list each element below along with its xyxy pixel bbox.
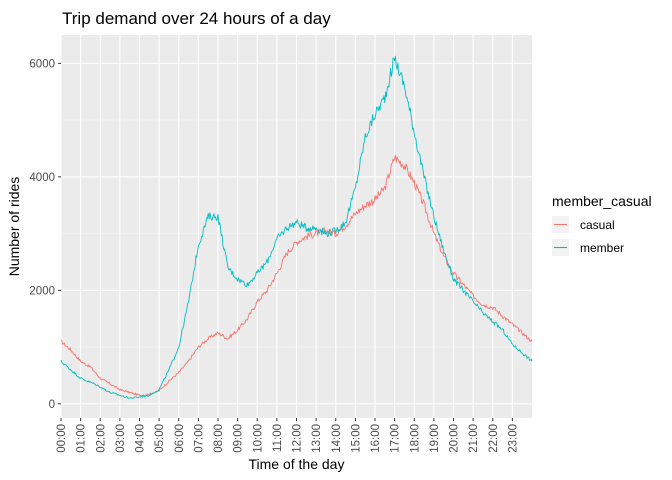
x-tick-label: 22:00: [488, 424, 500, 453]
y-tick-label: 0: [49, 399, 55, 411]
x-tick-label: 11:00: [272, 424, 284, 452]
x-tick-label: 14:00: [331, 424, 343, 453]
x-tick-label: 19:00: [429, 424, 441, 453]
y-tick-label: 4000: [29, 172, 55, 184]
x-tick-label: 23:00: [507, 424, 519, 453]
x-tick-label: 15:00: [350, 424, 362, 453]
x-tick-label: 20:00: [449, 424, 461, 453]
x-tick-label: 16:00: [370, 424, 382, 453]
x-tick-label: 04:00: [135, 424, 147, 453]
chart-title: Trip demand over 24 hours of a day: [62, 9, 331, 28]
legend-title: member_casual: [552, 193, 652, 209]
legend: member_casual casual member: [552, 193, 652, 256]
x-tick-label: 09:00: [233, 424, 245, 453]
x-tick-label: 21:00: [468, 424, 480, 453]
x-tick-label: 17:00: [390, 424, 402, 453]
x-tick-label: 00:00: [56, 424, 68, 453]
series-line-member: [60, 55, 533, 399]
x-tick-label: 07:00: [193, 424, 205, 453]
x-tick-label: 06:00: [174, 424, 186, 453]
x-axis-title: Time of the day: [249, 456, 345, 472]
x-tick-label: 08:00: [213, 424, 225, 453]
x-tick-label: 01:00: [76, 424, 88, 453]
x-tick-label: 18:00: [409, 424, 421, 453]
x-tick-label: 05:00: [154, 424, 166, 453]
x-tick-label: 13:00: [311, 424, 323, 453]
y-axis-title: Number of rides: [6, 177, 22, 277]
legend-label-member: member: [580, 241, 624, 255]
x-tick-label: 10:00: [252, 424, 264, 453]
series-line-casual: [60, 154, 533, 397]
legend-label-casual: casual: [580, 218, 615, 232]
y-tick-label: 2000: [29, 285, 55, 297]
y-tick-label: 6000: [29, 58, 55, 70]
x-tick-label: 12:00: [292, 424, 304, 453]
series-layer: [60, 55, 533, 399]
y-axis: 0 2000 4000 6000: [29, 58, 61, 411]
x-tick-label: 03:00: [115, 424, 127, 453]
x-tick-label: 02:00: [95, 424, 107, 453]
grid-major: [60, 35, 532, 418]
x-axis: 00:00 01:00 02:00 03:00 04:00 05:00 06:00 07:00…: [56, 418, 519, 453]
